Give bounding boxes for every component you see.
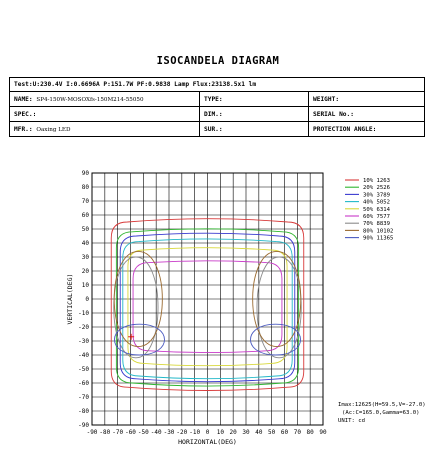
x-tick-label: -40 [151, 429, 162, 436]
x-tick-label: -80 [99, 429, 110, 436]
y-tick-label: -60 [78, 380, 89, 387]
y-tick-label: 0 [85, 296, 89, 303]
contour-80pct-lobe [252, 250, 302, 348]
x-tick-label: -20 [176, 429, 187, 436]
protection-label: PROTECTION ANGLE: [313, 125, 377, 133]
name-row: NAME: SP4-150W-MOSOXfs-150M214-55050 TYP… [9, 91, 426, 107]
legend-entry: 60% 7577 [363, 214, 390, 220]
contour-70pct-lobe [256, 256, 302, 359]
contour-10pct [110, 218, 305, 391]
x-tick-label: 20 [230, 429, 238, 436]
contour-20pct [115, 228, 300, 387]
sur-label: SUR.: [204, 125, 223, 133]
contour-40pct [122, 238, 293, 380]
x-tick-label: -30 [164, 429, 175, 436]
legend-entry: 20% 2526 [363, 185, 390, 191]
y-tick-label: 90 [82, 170, 90, 177]
x-tick-label: 40 [255, 429, 263, 436]
chart-contours [110, 218, 305, 391]
protection-cell: PROTECTION ANGLE: [307, 121, 426, 137]
y-tick-label: 80 [82, 184, 90, 191]
unit-note: UNIT: cd [338, 418, 365, 424]
contour-30pct [119, 232, 296, 383]
y-tick-label: 30 [82, 254, 90, 261]
contour-70pct-lobe [113, 256, 159, 359]
x-tick-label: 80 [307, 429, 315, 436]
x-tick-label: 10 [217, 429, 225, 436]
mfr-label: MFR.: [14, 125, 33, 133]
y-tick-label: -80 [78, 408, 89, 415]
x-tick-label: -10 [189, 429, 200, 436]
y-tick-label: 10 [82, 282, 90, 289]
x-tick-label: 0 [206, 429, 210, 436]
weight-label: WEIGHT: [313, 95, 340, 103]
imax-note: Imax:12625(H=59.5,V=-27.0) [338, 402, 426, 408]
y-tick-label: -20 [78, 324, 89, 331]
y-tick-label: 60 [82, 212, 90, 219]
x-tick-label: 60 [281, 429, 289, 436]
contour-80pct-lobe [113, 250, 163, 348]
legend-entry: 50% 6314 [363, 207, 391, 213]
x-tick-label: 50 [268, 429, 276, 436]
mfr-value: Oaxing LED [36, 126, 71, 133]
type-label: TYPE: [204, 95, 223, 103]
y-axis-label: VERTICAL(DEG) [66, 274, 74, 325]
legend-entry: 80% 10102 [363, 228, 393, 234]
y-tick-label: 20 [82, 268, 90, 275]
y-tick-label: -30 [78, 338, 89, 345]
y-tick-label: -50 [78, 366, 89, 373]
name-value: SP4-150W-MOSOXfs-150M214-55050 [36, 96, 144, 103]
chart-axes: -90 -80 -70 -60 -50 -40 -30 -20 -10 0 10 20 30 40 50 60… [66, 170, 327, 446]
contour-50pct [127, 247, 288, 367]
mfr-row: MFR.: Oaxing LED SUR.: PROTECTION ANGLE: [9, 121, 426, 137]
x-tick-label: -70 [112, 429, 123, 436]
legend-entry: 10% 1263 [363, 178, 390, 184]
y-tick-label: -90 [78, 422, 89, 429]
legend-entry: 70% 8839 [363, 221, 390, 227]
y-tick-label: 40 [82, 240, 90, 247]
y-tick-label: 50 [82, 226, 90, 233]
x-tick-label: -60 [125, 429, 136, 436]
plot-frame [91, 172, 324, 426]
x-tick-label: -50 [138, 429, 149, 436]
legend-entry: 30% 3789 [363, 192, 390, 198]
spec-label: SPEC.: [14, 110, 37, 118]
y-tick-label: -40 [78, 352, 89, 359]
x-tick-label: 90 [319, 429, 327, 436]
legend-entry: 40% 5052 [363, 200, 390, 206]
page-title: ISOCANDELA DIAGRAM [156, 55, 280, 67]
chart-notes: Imax:12625(H=59.5,V=-27.0) (Ac:C=165.0,Ga… [338, 402, 426, 424]
y-tick-label: 70 [82, 198, 90, 205]
dim-label: DIM.: [204, 110, 223, 118]
contour-90pct-lobe [250, 323, 301, 356]
contour-90pct-lobe [114, 323, 165, 356]
info-table: Test:U:230.4V I:0.6696A P:151.7W PF:0.98… [8, 77, 426, 137]
x-tick-label: 70 [294, 429, 302, 436]
serial-label: SERIAL No.: [313, 110, 354, 118]
name-label: NAME: [14, 95, 33, 103]
x-axis-label: HORIZONTAL(DEG) [178, 438, 237, 446]
y-tick-label: -70 [78, 394, 89, 401]
x-tick-label: -90 [87, 429, 98, 436]
ac-note: (Ac:C=165.0,Gamma=63.0) [342, 410, 419, 416]
mfr-cell: MFR.: Oaxing LED [9, 121, 200, 137]
y-tick-label: -10 [78, 310, 89, 317]
chart-grid [91, 172, 324, 426]
x-tick-label: 30 [242, 429, 250, 436]
legend-entry: 90% 11365 [363, 236, 393, 242]
contour-60pct [132, 260, 283, 353]
sur-cell: SUR.: [199, 121, 309, 137]
